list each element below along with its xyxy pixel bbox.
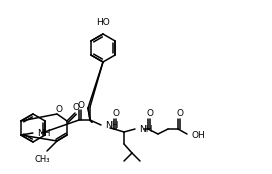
Text: NH: NH — [139, 125, 153, 133]
Text: O: O — [73, 104, 79, 113]
Text: O: O — [113, 109, 119, 118]
Text: OH: OH — [192, 130, 206, 140]
Text: O: O — [78, 101, 85, 109]
Text: NH: NH — [37, 129, 50, 137]
Text: NH: NH — [105, 121, 119, 130]
Text: O: O — [55, 105, 63, 113]
Text: O: O — [177, 109, 184, 118]
Text: CH₃: CH₃ — [34, 155, 50, 164]
Text: O: O — [147, 109, 153, 118]
Text: HO: HO — [96, 18, 110, 27]
